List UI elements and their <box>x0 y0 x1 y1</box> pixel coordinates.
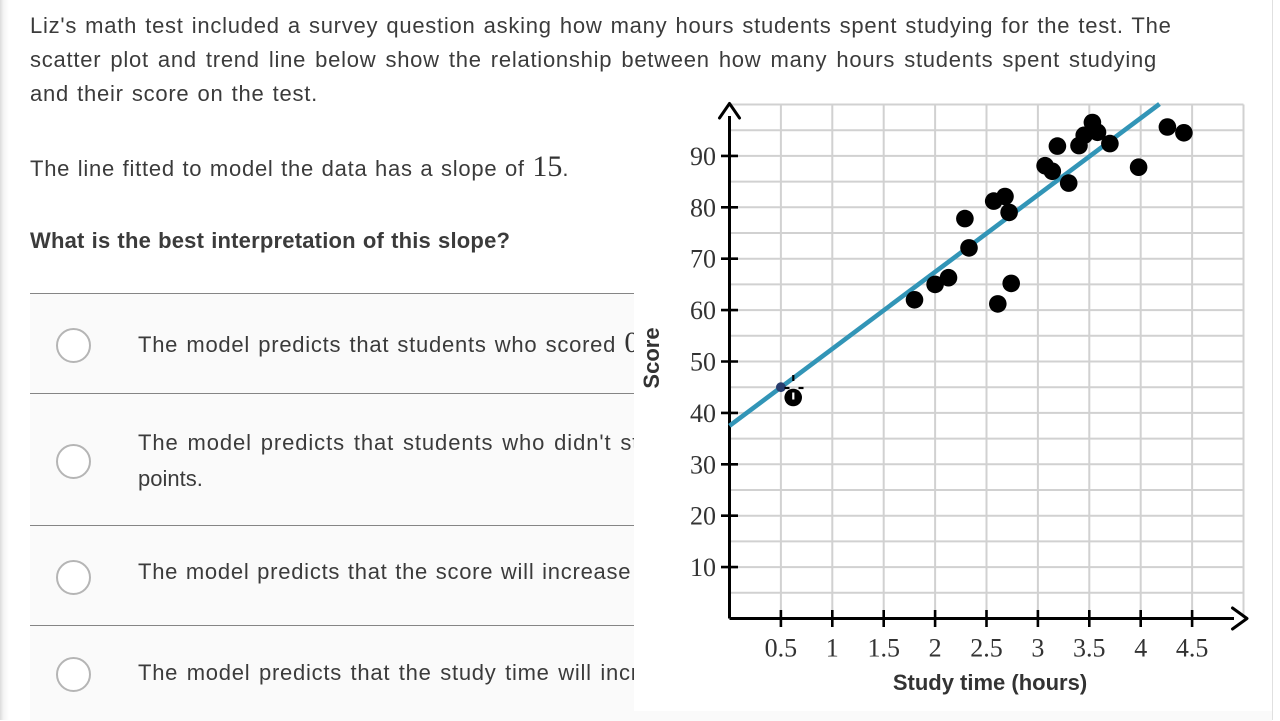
svg-text:20: 20 <box>690 502 716 531</box>
svg-text:80: 80 <box>690 193 716 222</box>
svg-text:10: 10 <box>690 553 716 582</box>
svg-text:3: 3 <box>1031 634 1044 663</box>
svg-text:30: 30 <box>690 450 716 479</box>
svg-text:Score: Score <box>639 327 664 388</box>
svg-text:0.5: 0.5 <box>765 634 798 663</box>
svg-text:3.5: 3.5 <box>1073 634 1106 663</box>
svg-text:40: 40 <box>690 399 716 428</box>
svg-text:2: 2 <box>929 634 942 663</box>
svg-text:70: 70 <box>690 245 716 274</box>
svg-text:4: 4 <box>1134 634 1147 663</box>
svg-text:2.5: 2.5 <box>970 634 1003 663</box>
svg-text:4.5: 4.5 <box>1176 634 1209 663</box>
svg-text:Study time (hours): Study time (hours) <box>893 670 1087 695</box>
svg-text:90: 90 <box>690 142 716 171</box>
svg-text:1.5: 1.5 <box>867 634 900 663</box>
svg-text:1: 1 <box>826 634 839 663</box>
svg-text:50: 50 <box>690 348 716 377</box>
svg-text:60: 60 <box>690 296 716 325</box>
